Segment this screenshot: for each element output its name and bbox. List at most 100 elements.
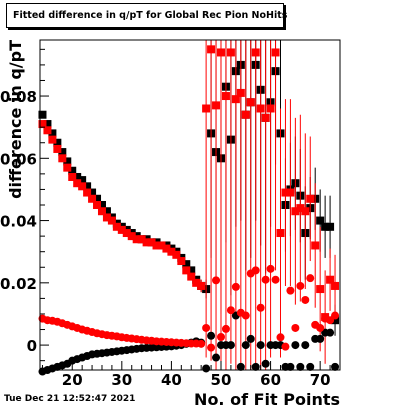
- data-point: [48, 135, 57, 144]
- data-point: [212, 101, 221, 110]
- data-point: [306, 274, 315, 283]
- data-point: [207, 45, 216, 54]
- data-point: [68, 166, 77, 175]
- data-point: [58, 148, 67, 157]
- data-point: [83, 182, 92, 191]
- data-point: [157, 241, 166, 250]
- chart-title: Fitted difference in q/pT for Global Rec…: [13, 10, 288, 21]
- data-point: [212, 276, 221, 285]
- data-point: [216, 48, 225, 57]
- data-point: [63, 157, 72, 166]
- data-point: [251, 266, 260, 275]
- y-tick-label: 0.06: [0, 150, 37, 168]
- data-point: [246, 334, 255, 343]
- data-point: [226, 306, 235, 315]
- data-point: [306, 194, 315, 203]
- data-point: [97, 207, 106, 216]
- data-point: [112, 222, 121, 231]
- data-point: [276, 229, 285, 238]
- data-point: [147, 238, 156, 247]
- data-point: [182, 260, 191, 269]
- data-point: [212, 353, 221, 362]
- data-point: [63, 163, 72, 172]
- data-point: [182, 266, 191, 275]
- data-point: [266, 104, 275, 113]
- data-point: [187, 266, 196, 275]
- data-point: [83, 188, 92, 197]
- y-axis-label: difference in q/pT: [6, 40, 25, 199]
- data-point: [221, 324, 230, 333]
- data-point: [48, 129, 57, 138]
- y-tick-label: 0: [27, 337, 37, 355]
- data-point: [78, 176, 87, 185]
- data-point: [142, 238, 151, 247]
- data-point: [271, 48, 280, 57]
- series-2: [38, 311, 340, 376]
- data-point: [231, 95, 240, 104]
- data-point: [53, 138, 62, 147]
- data-point: [177, 257, 186, 266]
- x-tick-label: 60: [260, 371, 281, 389]
- data-point: [53, 144, 62, 153]
- x-tick-label: 40: [161, 371, 182, 389]
- data-point: [326, 328, 335, 337]
- data-point: [73, 172, 82, 181]
- data-point: [58, 154, 67, 163]
- data-point: [102, 213, 111, 222]
- data-point: [241, 311, 250, 320]
- data-point: [102, 207, 111, 216]
- data-point: [291, 341, 300, 350]
- data-point: [167, 247, 176, 256]
- data-point: [172, 250, 181, 259]
- chart-title-box: Fitted difference in q/pT for Global Rec…: [6, 3, 288, 28]
- timestamp: Tue Dec 21 12:52:47 2021: [4, 394, 136, 404]
- data-point: [197, 281, 206, 290]
- data-point: [43, 126, 52, 135]
- series-1: [38, 40, 340, 370]
- data-point: [286, 188, 295, 197]
- x-tick-label: 30: [111, 371, 132, 389]
- data-point: [316, 334, 325, 343]
- data-point: [202, 364, 211, 373]
- data-point: [216, 333, 225, 341]
- data-point: [207, 331, 216, 340]
- x-tick-label: 20: [62, 371, 83, 389]
- data-point: [88, 188, 97, 197]
- data-point: [93, 201, 102, 209]
- data-point: [68, 172, 77, 181]
- data-point: [202, 104, 211, 113]
- data-point: [261, 275, 270, 284]
- data-point: [326, 275, 335, 284]
- data-point: [122, 229, 131, 238]
- data-point: [301, 295, 310, 304]
- data-point: [162, 244, 171, 253]
- data-point: [226, 48, 235, 57]
- y-tick-label: 0.08: [0, 88, 37, 106]
- data-point: [187, 272, 196, 281]
- data-point: [261, 113, 270, 122]
- data-point: [331, 281, 340, 290]
- data-point: [261, 359, 270, 368]
- data-point: [291, 323, 300, 332]
- data-point: [207, 343, 216, 352]
- data-point: [241, 341, 250, 350]
- data-point: [38, 120, 47, 129]
- data-point: [321, 222, 330, 231]
- series-3: [38, 264, 340, 352]
- data-point: [271, 275, 280, 284]
- data-point: [256, 341, 265, 350]
- data-point: [296, 281, 305, 290]
- data-point: [226, 341, 235, 350]
- chart-marks: [38, 40, 340, 376]
- data-point: [197, 339, 206, 348]
- data-point: [326, 222, 335, 231]
- data-point: [43, 120, 52, 129]
- y-tick-label: 0.04: [0, 213, 37, 231]
- x-tick-label: 50: [211, 371, 232, 389]
- data-point: [311, 241, 320, 250]
- data-point: [316, 285, 325, 294]
- data-point: [331, 316, 340, 325]
- data-point: [192, 278, 201, 287]
- y-tick-label: 0.02: [0, 275, 37, 293]
- data-point: [97, 201, 106, 209]
